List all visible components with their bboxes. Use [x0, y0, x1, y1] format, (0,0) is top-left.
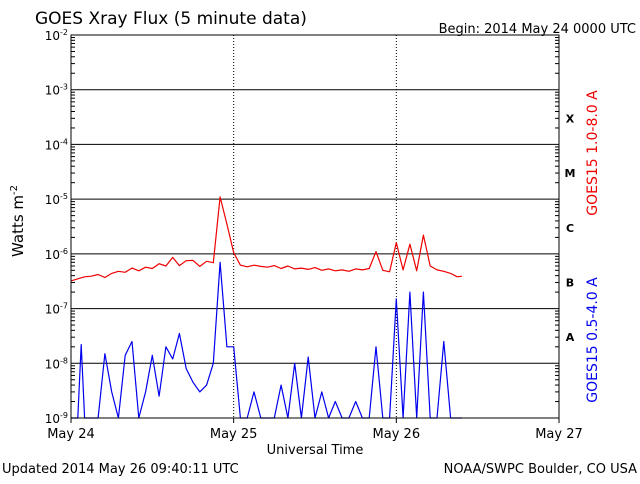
y-tick-label: 10-2	[45, 28, 68, 43]
y-tick-base: 10	[45, 84, 60, 98]
y-tick-base: 10	[45, 29, 60, 43]
chart-title: GOES Xray Flux (5 minute data)	[35, 9, 307, 29]
x-tick-labels: May 24 May 25 May 26 May 27	[47, 427, 583, 442]
x-tick-label: May 24	[47, 427, 95, 442]
x-tick-label: May 25	[210, 427, 258, 442]
y-tick-exponent: -4	[60, 137, 68, 146]
plot-frame	[70, 34, 560, 419]
y-tick-exponent: -9	[60, 411, 68, 420]
y-tick-base: 10	[45, 193, 60, 207]
begin-label: Begin: 2014 May 24 0000 UTC	[439, 22, 636, 37]
y-axis-label-text: Watts m	[9, 195, 27, 257]
footer-updated: Updated 2014 May 26 09:40:11 UTC	[2, 462, 239, 477]
y-tick-label: 10-3	[45, 83, 68, 98]
legend-series-1: GOES15 1.0-8.0 A	[585, 90, 601, 216]
flare-class-label: X	[566, 112, 575, 125]
y-tick-label: 10-9	[45, 411, 68, 426]
y-tick-base: 10	[45, 412, 60, 426]
y-tick-label: 10-4	[45, 137, 68, 152]
series-long-wavelength-line	[70, 196, 462, 282]
footer-credit: NOAA/SWPC Boulder, CO USA	[444, 462, 637, 477]
y-tick-exponent: -8	[60, 356, 68, 365]
y-tick-exponent: -3	[60, 83, 68, 92]
y-tick-base: 10	[45, 248, 60, 262]
y-tick-exponent: -7	[60, 302, 68, 311]
y-axis-label-exponent: -2	[9, 185, 20, 195]
y-tick-label: 10-8	[45, 356, 68, 371]
flare-class-label: M	[565, 167, 576, 180]
y-tick-base: 10	[45, 357, 60, 371]
flare-class-labels: X M C B A	[565, 112, 576, 344]
minor-ticks	[71, 37, 559, 403]
y-tick-label: 10-5	[45, 192, 68, 207]
grid	[70, 35, 560, 423]
x-tick-label: May 27	[535, 427, 583, 442]
x-axis-label: Universal Time	[267, 443, 364, 458]
y-axis-label: Watts m-2	[9, 185, 27, 257]
y-tick-base: 10	[45, 138, 60, 152]
legend-series-2: GOES15 0.5-4.0 A	[585, 277, 601, 403]
y-tick-exponent: -6	[60, 247, 68, 256]
flare-class-label: B	[566, 276, 574, 289]
x-tick-label: May 26	[373, 427, 421, 442]
y-tick-base: 10	[45, 303, 60, 317]
flare-class-label: A	[566, 331, 575, 344]
y-tick-exponent: -2	[60, 28, 68, 37]
y-tick-exponent: -5	[60, 192, 68, 201]
y-tick-label: 10-6	[45, 247, 68, 262]
flare-class-label: C	[566, 222, 574, 235]
y-tick-label: 10-7	[45, 302, 68, 317]
y-tick-labels: 10-910-810-710-610-510-410-310-2	[45, 28, 68, 426]
